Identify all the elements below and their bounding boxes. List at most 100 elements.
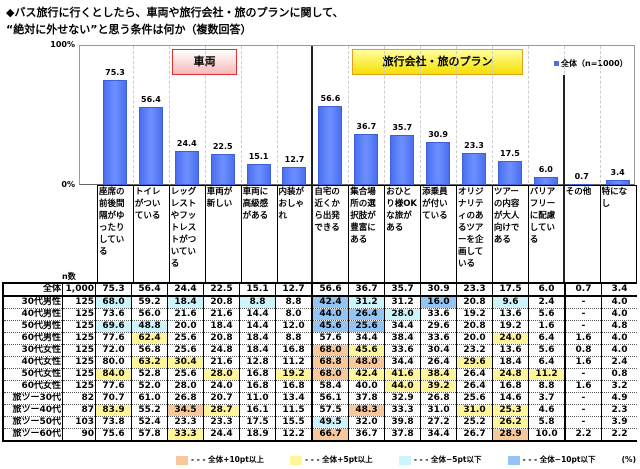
table-cell: 27.2 <box>420 416 457 429</box>
table-cell: 42.4 <box>348 368 385 381</box>
chart-title-line1: ◆バス旅行に行くとしたら、車両や旅行会社・旅のプランに関して、 <box>6 6 344 19</box>
table-cell: 25.6 <box>167 332 204 345</box>
table-cell: 14.4 <box>239 308 276 321</box>
table-cell: 33.3 <box>384 404 421 417</box>
table-cell: 75.6 <box>95 428 132 442</box>
table-cell: 11.2 <box>528 368 565 381</box>
category-divider <box>348 185 350 282</box>
table-cell: 20.0 <box>456 332 493 345</box>
table-cell: 31.0 <box>456 404 493 417</box>
table-cell: 5.8 <box>528 416 565 429</box>
table-cell: 26.8 <box>420 392 457 405</box>
category-label: トイレがついている <box>134 187 161 221</box>
swatch-plus10 <box>176 455 188 465</box>
table-cell: 25.6 <box>167 344 204 357</box>
table-cell: 49.5 <box>311 416 349 429</box>
table-cell: 16.8 <box>492 380 529 393</box>
category-divider <box>635 185 637 282</box>
row-n: 125 <box>62 308 96 321</box>
table-cell: 57.6 <box>311 332 349 345</box>
table-cell: 56.6 <box>311 282 349 297</box>
table-cell: 40.0 <box>348 380 385 393</box>
table-cell: 37.8 <box>348 392 385 405</box>
row-n: 125 <box>62 356 96 369</box>
row-n: 125 <box>62 368 96 381</box>
row-label: 30代女性 <box>2 344 63 357</box>
table-row: 旅ツー30代 82 70.7 61.0 26.8 20.7 11.0 13.4 56.1 37.8… <box>2 392 637 405</box>
other-separator <box>562 75 565 282</box>
row-label: 50代女性 <box>2 368 63 381</box>
category-divider <box>599 185 601 282</box>
table-cell: 18.4 <box>239 332 276 345</box>
table-cell: 30.9 <box>420 282 457 297</box>
table-cell: 8.8 <box>239 296 276 309</box>
table-cell: 24.4 <box>167 282 204 297</box>
table-cell: 3.2 <box>601 380 637 393</box>
bar <box>138 106 163 185</box>
table-cell: 75.3 <box>95 282 132 297</box>
bar-value-label: 3.4 <box>610 168 625 178</box>
gridline <box>204 46 206 282</box>
row-n: 125 <box>62 332 96 345</box>
table-cell: 1.6 <box>564 380 602 393</box>
table-cell: 48.3 <box>348 404 385 417</box>
legend-plus5-label: - - - 全体+5pt以上 <box>305 455 373 464</box>
table-cell: 16.8 <box>275 380 312 393</box>
table-cell: 0.8 <box>564 344 602 357</box>
table-cell: 0.7 <box>564 282 602 297</box>
table-cell: 34.4 <box>420 428 457 442</box>
table-cell: 13.6 <box>492 344 529 357</box>
gridline <box>527 46 529 282</box>
table-cell: 52.0 <box>131 380 168 393</box>
category-divider <box>97 185 98 282</box>
category-label: オリジナリティのあるツアーを企画している <box>458 187 484 269</box>
category-label: バリアフリーに配慮している <box>529 187 556 245</box>
table-cell: 45.6 <box>311 320 349 333</box>
table-cell: 19.2 <box>492 320 529 333</box>
table-cell: 41.6 <box>384 368 421 381</box>
table-cell: 26.7 <box>456 428 493 442</box>
table-cell: 48.8 <box>131 320 168 333</box>
table-cell: - <box>564 308 602 321</box>
chart-title-line2: “絶対に外せない”と思う条件は何か（複数回答） <box>6 23 252 36</box>
table-cell: 42.4 <box>311 296 349 309</box>
bar <box>174 151 199 185</box>
table-cell: 18.9 <box>239 428 276 442</box>
group-label-vehicle: 車両 <box>172 49 237 75</box>
table-cell: 55.2 <box>131 404 168 417</box>
row-n: 125 <box>62 296 96 309</box>
table-cell: 39.2 <box>420 380 457 393</box>
table-cell: 21.6 <box>167 308 204 321</box>
bar <box>354 133 379 185</box>
bar <box>533 176 558 185</box>
table-cell: 1.6 <box>528 320 565 333</box>
swatch-plus5 <box>290 455 303 465</box>
table-cell: 24.0 <box>492 332 529 345</box>
table-cell: 30.4 <box>167 356 204 369</box>
category-label: 添乗員が付いている <box>422 187 448 221</box>
table-cell: - <box>564 416 602 429</box>
table-cell: 21.6 <box>203 308 240 321</box>
category-divider <box>276 185 278 282</box>
table-cell: 36.7 <box>348 428 385 442</box>
table-cell: 32.9 <box>384 392 421 405</box>
legend-overall: 全体（n=1000） <box>554 58 628 69</box>
table-cell: 15.1 <box>239 282 276 297</box>
table-cell: 44.0 <box>384 380 421 393</box>
table-cell: 23.3 <box>203 416 240 429</box>
table-cell: 58.4 <box>311 380 349 393</box>
data-table: 全体 1,000 75.3 56.4 24.4 22.5 15.1 12.7 56.6 36.7 3… <box>2 282 637 442</box>
table-cell: 21.6 <box>203 356 240 369</box>
legend-label: 全体（n=1000） <box>561 59 628 68</box>
bar-value-label: 17.5 <box>500 148 520 158</box>
table-cell: 25.2 <box>456 416 493 429</box>
table-cell: 33.3 <box>167 428 204 442</box>
y-tick-0: 0% <box>61 180 75 189</box>
category-label: 集合場所の選択肢が豊富にある <box>350 187 376 245</box>
category-label: 座席の前後間隔がゆったりしている <box>99 187 125 257</box>
table-cell: 34.4 <box>384 320 421 333</box>
table-cell: 16.8 <box>239 368 276 381</box>
row-n: 125 <box>62 320 96 333</box>
table-cell: 36.7 <box>348 282 385 297</box>
table-row: 60代男性 125 77.6 62.4 25.6 20.8 18.4 8.8 57.6 34.4 3… <box>2 332 637 345</box>
